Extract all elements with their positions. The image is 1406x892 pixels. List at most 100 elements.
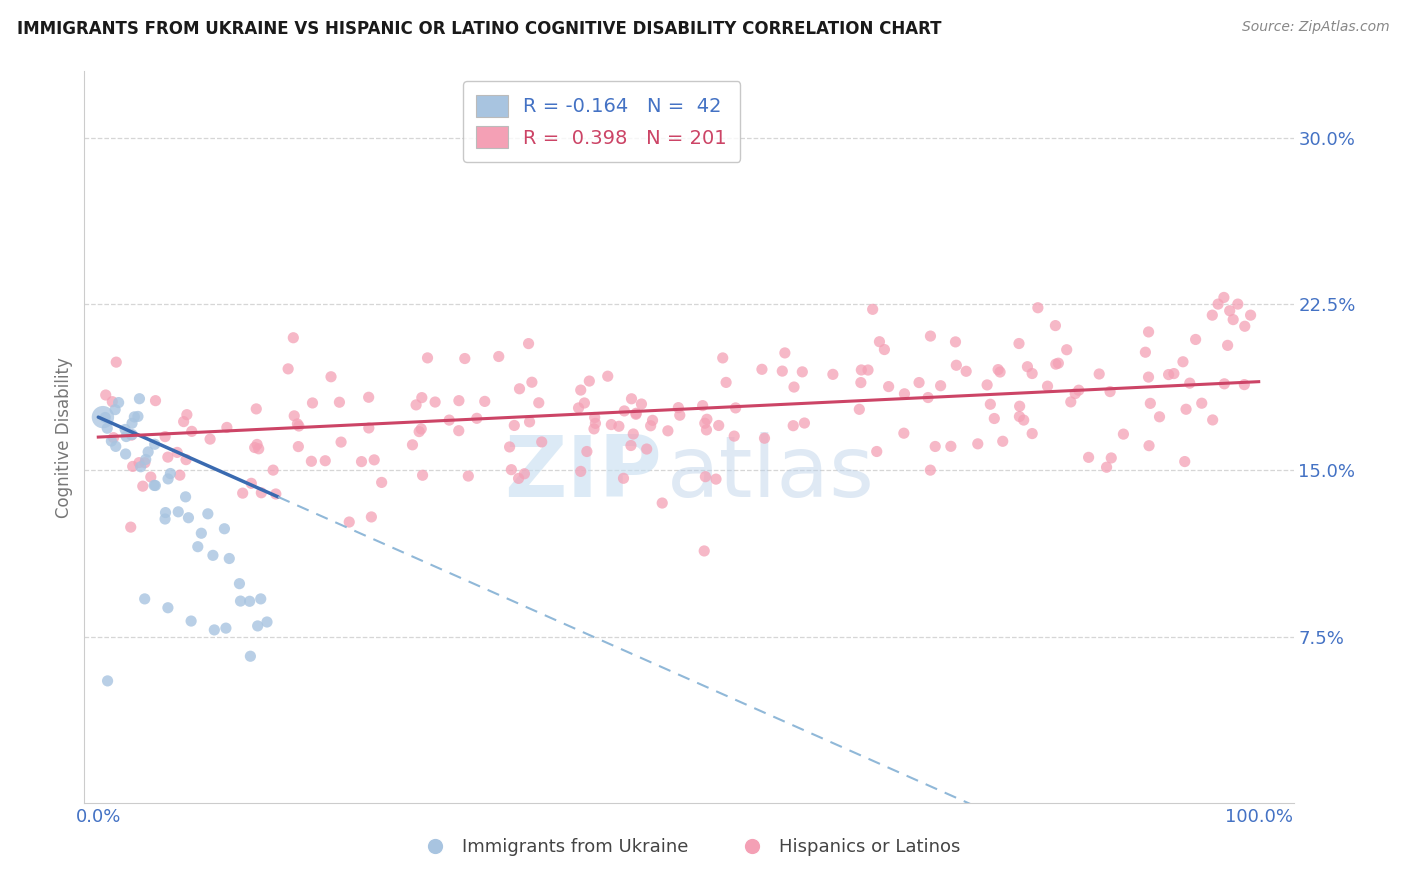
Point (202, 623, 225, 637)
Point (641, 413, 664, 427)
Point (1088, 367, 1111, 381)
Point (145, 393, 167, 408)
Point (569, 464, 592, 478)
Point (754, 431, 776, 445)
Point (695, 423, 717, 437)
Point (657, 424, 679, 438)
Point (696, 412, 718, 426)
Point (1149, 409, 1171, 424)
Point (1008, 399, 1031, 413)
Point (1056, 343, 1078, 357)
Point (245, 401, 267, 416)
Point (1201, 308, 1223, 322)
Point (124, 409, 146, 424)
Point (501, 463, 523, 477)
Point (724, 401, 747, 415)
Point (283, 409, 305, 423)
Point (101, 394, 124, 409)
Point (215, 621, 238, 635)
Point (620, 392, 643, 406)
Point (127, 409, 149, 424)
Point (585, 417, 607, 431)
Point (503, 418, 526, 433)
Point (1017, 359, 1039, 374)
Point (723, 429, 745, 443)
Point (612, 471, 634, 485)
Point (621, 427, 644, 442)
Point (583, 410, 606, 425)
Point (578, 374, 600, 388)
Point (1137, 439, 1160, 453)
Point (792, 365, 814, 379)
Point (1139, 396, 1161, 410)
Point (693, 544, 716, 558)
Point (987, 362, 1010, 376)
Point (239, 594, 262, 608)
Point (751, 362, 773, 376)
Point (908, 376, 931, 390)
Text: IMMIGRANTS FROM UKRAINE VS HISPANIC OR LATINO COGNITIVE DISABILITY CORRELATION C: IMMIGRANTS FROM UKRAINE VS HISPANIC OR L… (17, 20, 942, 37)
Point (328, 395, 350, 409)
Point (851, 363, 873, 377)
Point (1067, 383, 1090, 397)
Point (423, 395, 446, 409)
Point (668, 408, 690, 422)
Point (283, 331, 305, 345)
Point (100, 434, 122, 448)
Point (862, 302, 884, 317)
Point (408, 425, 430, 439)
Point (330, 435, 353, 450)
Point (180, 614, 202, 628)
Point (250, 485, 273, 500)
Point (454, 351, 477, 366)
Point (121, 427, 143, 442)
Point (121, 417, 143, 431)
Point (596, 369, 619, 384)
Y-axis label: Cognitive Disability: Cognitive Disability (55, 357, 73, 517)
Point (262, 463, 284, 477)
Point (1137, 325, 1160, 339)
Point (114, 422, 136, 436)
Point (1099, 450, 1122, 465)
Point (94, 388, 117, 402)
Point (873, 343, 896, 357)
Text: Source: ZipAtlas.com: Source: ZipAtlas.com (1241, 20, 1389, 34)
Point (1206, 297, 1229, 311)
Point (955, 364, 977, 378)
Point (1064, 386, 1087, 401)
Point (527, 396, 550, 410)
Point (474, 394, 496, 409)
Point (94, 410, 117, 425)
Point (114, 447, 136, 461)
Point (180, 425, 202, 439)
Point (240, 476, 263, 491)
Point (156, 600, 179, 615)
Point (104, 439, 127, 453)
Text: atlas: atlas (668, 432, 875, 516)
Point (1212, 290, 1234, 304)
Point (821, 368, 844, 382)
Point (256, 615, 278, 629)
Point (363, 453, 385, 467)
Point (132, 479, 155, 493)
Point (877, 379, 900, 393)
Point (249, 591, 271, 606)
Point (893, 386, 915, 401)
Point (988, 365, 1011, 379)
Point (246, 619, 269, 633)
Point (357, 421, 380, 435)
Point (143, 478, 166, 492)
Point (174, 490, 197, 504)
Point (1233, 319, 1256, 334)
Point (157, 472, 180, 486)
Point (143, 478, 166, 492)
Point (651, 496, 673, 510)
Point (167, 505, 190, 519)
Point (288, 419, 311, 434)
Point (176, 408, 198, 422)
Point (1021, 367, 1043, 381)
Point (447, 424, 470, 438)
Point (401, 438, 423, 452)
Point (247, 442, 270, 456)
Point (782, 418, 804, 433)
